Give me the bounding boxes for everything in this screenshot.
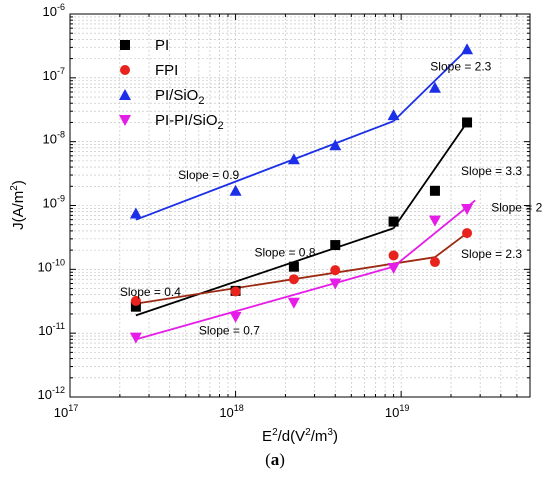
legend-label: PI [155, 37, 169, 54]
slope-annotation: Slope = 2.3 [430, 60, 491, 74]
data-point-pi-pi-sio2 [287, 297, 300, 309]
data-point-pi-sio2 [329, 139, 342, 151]
y-tick-label: 10-8 [43, 130, 65, 147]
axes: 1017 1018 1019 10-12 10-11 10-10 10-9 10-8 10-7 1… [38, 2, 531, 420]
fit-line-pi-pi-sio2 [135, 265, 394, 341]
grid [69, 13, 531, 398]
y-tick-label: 10-6 [43, 2, 65, 19]
fit-line-pi [392, 121, 468, 229]
data-markers [129, 43, 474, 344]
legend-marker [120, 40, 130, 50]
fit-line-pi-pi-sio2 [393, 199, 476, 268]
slope-annotation: Slope = 0.8 [254, 245, 315, 259]
data-point-pi-sio2 [229, 184, 242, 196]
x-tick-label: 1019 [385, 403, 409, 420]
data-point-fpi [130, 295, 141, 306]
data-point-pi [429, 185, 440, 196]
y-tick-label: 10-12 [38, 385, 65, 402]
x-tick-label: 1018 [219, 403, 243, 420]
fit-line-pi-sio2 [392, 48, 468, 122]
data-point-pi-pi-sio2 [387, 262, 400, 274]
data-point-pi [388, 216, 399, 227]
legend-marker [120, 65, 130, 75]
data-point-pi-pi-sio2 [129, 332, 142, 344]
legend-marker [119, 89, 131, 100]
data-point-pi [462, 117, 473, 128]
legend-label: PI-PI/SiO2 [155, 112, 224, 132]
slope-annotations: Slope = 2.3 Slope = 0.9 Slope = 3.3 Slope =… [120, 60, 543, 338]
y-tick-label: 10-9 [43, 194, 65, 211]
legend-label: FPI [155, 62, 178, 79]
data-point-pi-pi-sio2 [229, 311, 242, 323]
data-point-pi-sio2 [428, 81, 441, 93]
data-point-fpi [462, 228, 473, 239]
data-point-pi [288, 261, 299, 272]
y-axis-title: J(A/m2) [9, 180, 27, 230]
fit-line-pi [135, 227, 394, 317]
x-tick-label: 1017 [54, 403, 78, 420]
y-tick-label: 10-7 [43, 66, 65, 83]
data-point-pi-pi-sio2 [329, 278, 342, 290]
data-point-pi-pi-sio2 [428, 215, 441, 227]
data-point-fpi [388, 250, 399, 261]
figure-caption: (a) [265, 450, 285, 469]
data-point-pi-pi-sio2 [461, 204, 474, 216]
slope-annotation: Slope = 2.3 [461, 247, 522, 261]
data-point-fpi [288, 274, 299, 285]
slope-annotation: Slope = 0.4 [120, 285, 181, 299]
slope-annotation: Slope = 2 [491, 201, 542, 215]
slope-annotation: Slope = 0.9 [178, 168, 239, 182]
legend-marker [119, 115, 131, 126]
y-tick-label: 10-11 [38, 321, 65, 338]
data-point-fpi [330, 265, 341, 276]
fit-lines [135, 48, 476, 341]
y-tick-label: 10-10 [38, 257, 65, 274]
chart-figure: 1017 1018 1019 10-12 10-11 10-10 10-9 10-8 10-7 1… [9, 2, 543, 445]
data-point-pi-sio2 [461, 43, 474, 55]
data-point-pi [330, 240, 341, 251]
legend-label: PI/SiO2 [155, 87, 204, 107]
slope-annotation: Slope = 0.7 [199, 324, 260, 338]
fit-line-pi-sio2 [135, 120, 394, 221]
data-point-fpi [230, 286, 241, 297]
fit-line-fpi [135, 256, 436, 305]
data-point-pi-sio2 [287, 153, 300, 165]
x-axis-title: E2/d(V2/m3) [262, 427, 338, 445]
data-point-pi-sio2 [129, 207, 142, 219]
data-point-fpi [429, 257, 440, 268]
legend: PI FPI PI/SiO2 PI-PI/SiO2 [119, 37, 224, 132]
data-point-pi [130, 301, 141, 312]
data-point-pi-sio2 [387, 109, 400, 121]
fit-line-fpi [434, 232, 468, 258]
slope-annotation: Slope = 3.3 [461, 164, 522, 178]
caption-letter: a [270, 450, 280, 469]
